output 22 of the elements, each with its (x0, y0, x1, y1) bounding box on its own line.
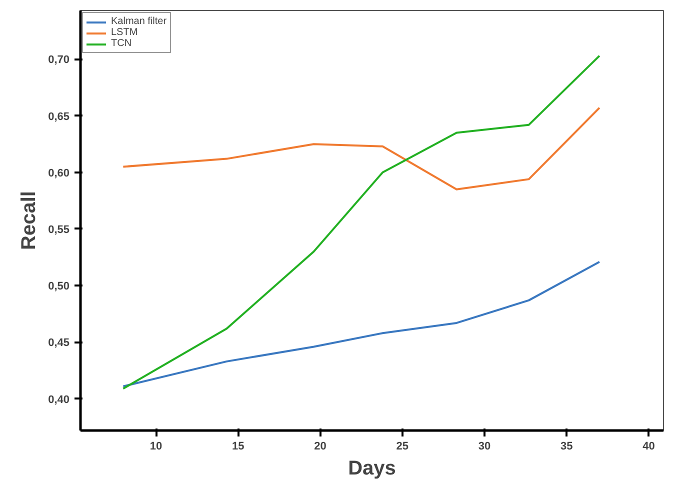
line-series (122, 260, 600, 388)
line-series (122, 54, 600, 390)
x-tick-label: 10 (150, 440, 162, 452)
x-tick-label: 15 (232, 440, 244, 452)
y-tick-label: 0,40 (48, 394, 70, 406)
y-tick-label: 0,45 (48, 337, 70, 350)
x-axis-title: Days (348, 458, 396, 480)
y-tick-label: 0,70 (48, 54, 70, 66)
line-series (122, 106, 600, 190)
x-tick-label: 20 (314, 440, 326, 452)
x-tick-label: 40 (642, 440, 655, 452)
x-tick-label: 30 (478, 440, 491, 452)
y-tick-label: 0,50 (48, 280, 70, 293)
x-tick-label: 25 (396, 440, 409, 452)
y-tick-label: 0,60 (48, 167, 70, 180)
y-tick-label: 0,55 (48, 224, 70, 236)
y-axis-title: Recall (18, 191, 40, 250)
x-tick-label: 35 (560, 440, 573, 452)
legend-label: Kalman filter (111, 16, 167, 27)
legend-label: TCN (111, 38, 132, 49)
y-tick-label: 0,65 (48, 110, 70, 123)
legend-label: LSTM (111, 27, 138, 38)
